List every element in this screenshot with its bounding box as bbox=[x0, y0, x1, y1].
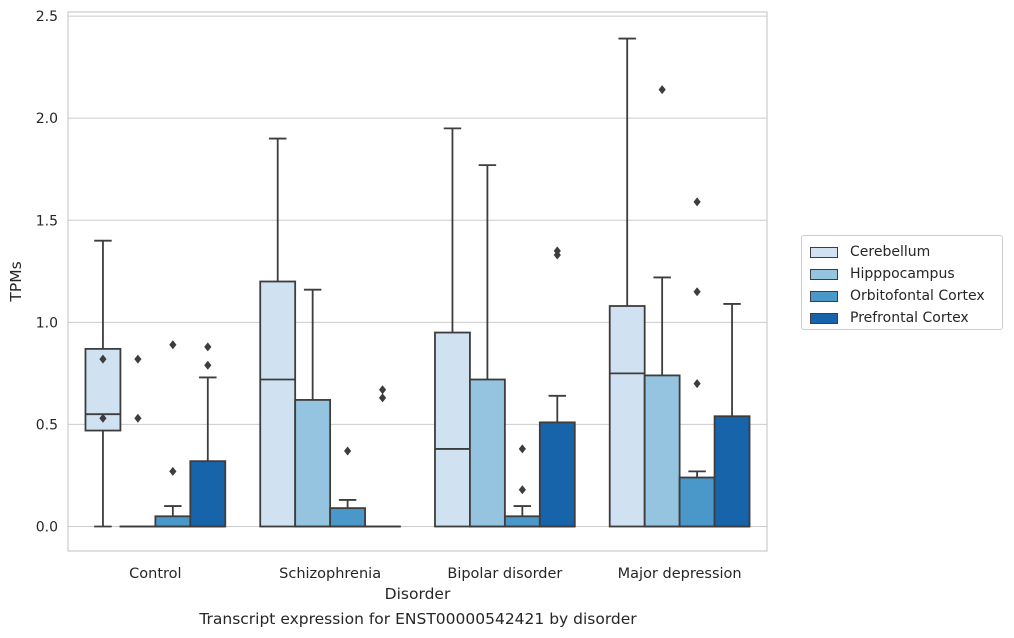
legend: Cerebellum Hipppocampus Orbitofontal Cor… bbox=[801, 235, 1003, 330]
y-axis-ticks: 0.0 0.5 1.0 1.5 2.0 2.5 bbox=[36, 9, 58, 535]
outlier-point bbox=[693, 379, 701, 389]
box-body bbox=[154, 515, 192, 528]
x-tick-label: Schizophrenia bbox=[279, 566, 381, 582]
box-body bbox=[713, 415, 751, 528]
box-body bbox=[469, 378, 506, 528]
outlier-point bbox=[134, 354, 142, 364]
y-tick-label: 0.5 bbox=[36, 417, 58, 433]
box-cerebellum-schizophrenia bbox=[259, 137, 297, 528]
outlier-point bbox=[99, 354, 107, 364]
box-cerebellum-control bbox=[84, 239, 122, 528]
legend-item-cerebellum: Cerebellum bbox=[810, 241, 994, 263]
box-body bbox=[643, 374, 681, 528]
box-hipppocampus-major-depression bbox=[643, 85, 681, 528]
outlier-point bbox=[134, 413, 142, 423]
box-body bbox=[503, 515, 541, 528]
box-orbitofontal-cortex-bipolar-disorder bbox=[503, 444, 541, 528]
legend-swatch-prefrontal-cortex bbox=[810, 312, 838, 324]
box-prefrontal-cortex-control bbox=[189, 342, 227, 528]
box-orbitofontal-cortex-major-depression bbox=[678, 197, 716, 528]
y-tick-label: 1.5 bbox=[36, 213, 58, 229]
series-cerebellum bbox=[84, 37, 646, 528]
outlier-point bbox=[553, 250, 561, 260]
box-body bbox=[294, 399, 332, 528]
box-body bbox=[259, 280, 297, 528]
legend-label: Prefrontal Cortex bbox=[850, 310, 969, 326]
box-body bbox=[608, 305, 646, 528]
legend-label: Hipppocampus bbox=[850, 266, 955, 282]
x-tick-label: Major depression bbox=[618, 566, 742, 582]
outlier-point bbox=[204, 342, 212, 352]
legend-swatch-orbitofrontal-cortex bbox=[810, 290, 838, 302]
outlier-point bbox=[378, 393, 387, 403]
box-hipppocampus-bipolar-disorder bbox=[469, 164, 506, 528]
box-body bbox=[189, 460, 227, 528]
outlier-point bbox=[344, 446, 352, 456]
box-body bbox=[538, 421, 576, 528]
outlier-point bbox=[378, 385, 387, 395]
box-hipppocampus-control bbox=[119, 354, 157, 528]
box-body bbox=[329, 507, 366, 528]
outlier-point bbox=[99, 413, 107, 423]
box-body bbox=[434, 331, 471, 528]
legend-swatch-cerebellum bbox=[810, 246, 838, 258]
plot-area-frame bbox=[67, 11, 768, 552]
box-hipppocampus-schizophrenia bbox=[294, 288, 332, 528]
y-tick-label: 2.0 bbox=[36, 111, 58, 127]
legend-item-hippocampus: Hipppocampus bbox=[810, 263, 994, 285]
x-tick-label: Control bbox=[129, 566, 181, 582]
series-prefrontal-cortex bbox=[189, 246, 751, 528]
series-hipppocampus bbox=[119, 85, 681, 528]
outlier-point bbox=[658, 85, 666, 95]
legend-item-orbitofrontal-cortex: Orbitofontal Cortex bbox=[810, 285, 994, 307]
box-orbitofontal-cortex-control bbox=[154, 340, 192, 528]
box-prefrontal-cortex-major-depression bbox=[713, 303, 751, 528]
box-prefrontal-cortex-schizophrenia bbox=[364, 385, 401, 528]
outlier-point bbox=[518, 444, 526, 454]
box-cerebellum-bipolar-disorder bbox=[434, 127, 471, 528]
box-body bbox=[678, 476, 716, 528]
outlier-point bbox=[204, 360, 212, 370]
legend-swatch-hippocampus bbox=[810, 268, 838, 280]
outlier-point bbox=[693, 287, 701, 297]
legend-label: Cerebellum bbox=[850, 244, 931, 260]
y-tick-label: 2.5 bbox=[36, 9, 58, 25]
outlier-point bbox=[169, 466, 177, 476]
box-prefrontal-cortex-bipolar-disorder bbox=[538, 246, 576, 528]
box-orbitofontal-cortex-schizophrenia bbox=[329, 446, 366, 528]
x-axis-label: Disorder bbox=[385, 585, 451, 603]
y-tick-label: 0.0 bbox=[36, 520, 58, 536]
outlier-point bbox=[518, 485, 526, 495]
figure-caption: Transcript expression for ENST0000054242… bbox=[199, 610, 637, 628]
outlier-point bbox=[693, 197, 701, 207]
x-tick-label: Bipolar disorder bbox=[447, 566, 562, 582]
legend-item-prefrontal-cortex: Prefrontal Cortex bbox=[810, 307, 994, 329]
box-series bbox=[84, 37, 751, 528]
box-cerebellum-major-depression bbox=[608, 37, 646, 528]
outlier-point bbox=[169, 340, 177, 350]
legend-label: Orbitofontal Cortex bbox=[850, 288, 985, 304]
y-tick-label: 1.0 bbox=[36, 315, 58, 331]
series-orbitofontal-cortex bbox=[154, 197, 716, 528]
x-axis-ticks: Control Schizophrenia Bipolar disorder Majo… bbox=[129, 566, 741, 582]
y-axis-label: TPMs bbox=[7, 261, 25, 302]
